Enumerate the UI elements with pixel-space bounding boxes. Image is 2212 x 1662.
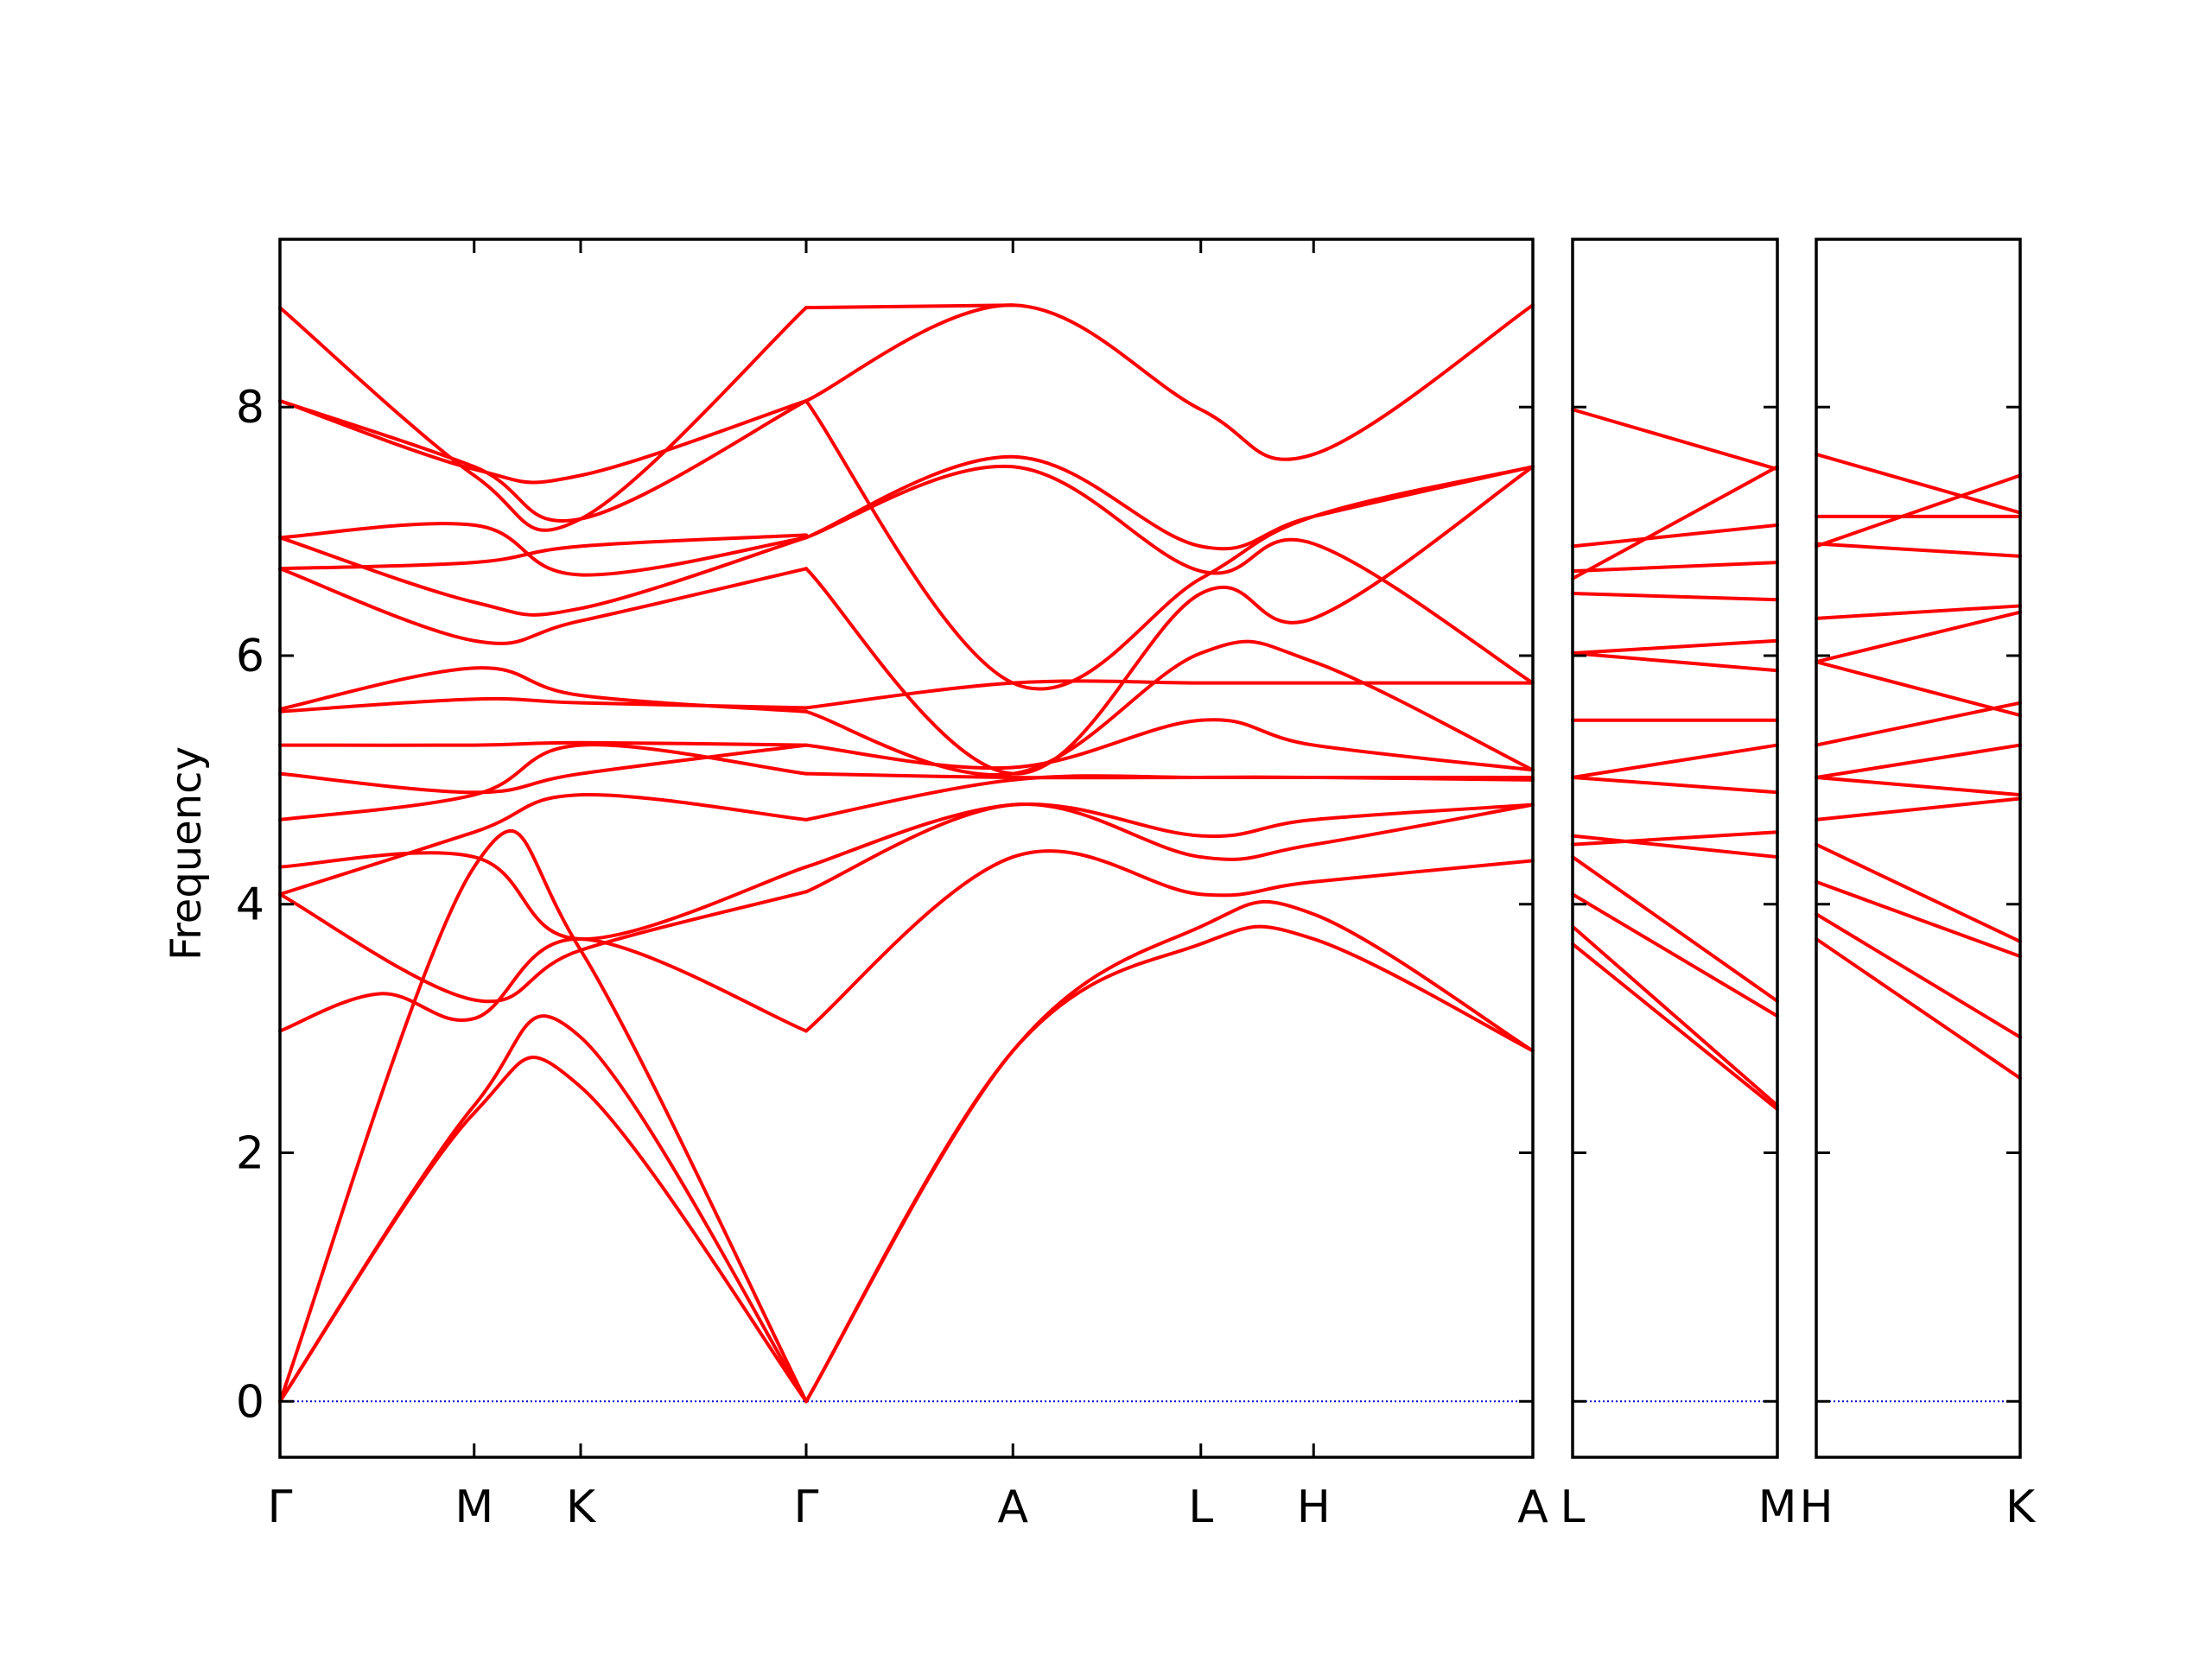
panel-frame <box>1815 238 2022 1459</box>
band-line-35 <box>804 303 1015 310</box>
band-line-10 <box>1571 651 1779 673</box>
band-line-5 <box>278 890 808 1004</box>
band-line-18 <box>278 399 808 485</box>
band-line-21 <box>804 899 1535 1404</box>
x-tick-label: L <box>1560 1481 1586 1533</box>
band-line-26 <box>804 771 1535 780</box>
x-tick-label: K <box>2005 1481 2037 1533</box>
band-line-29 <box>804 679 1535 710</box>
band-line-19 <box>278 306 808 532</box>
band-line-7 <box>1571 775 1779 795</box>
band-line-3 <box>1571 892 1779 1018</box>
y-tick-label: 8 <box>236 382 264 434</box>
band-line-4 <box>1815 842 2022 943</box>
band-line-13 <box>1571 561 1779 574</box>
band-line-8 <box>1571 743 1779 779</box>
x-tick-label: Γ <box>268 1481 293 1533</box>
band-line-23 <box>804 802 1535 894</box>
band-line-22 <box>804 849 1535 1033</box>
band-line-11 <box>1571 638 1779 656</box>
band-line-1 <box>278 1056 808 1404</box>
band-line-9 <box>1815 660 2022 718</box>
band-line-2 <box>278 1014 808 1404</box>
band-line-2 <box>1571 924 1779 1107</box>
panel-frame <box>1571 238 1779 1459</box>
band-line-24 <box>804 802 1535 869</box>
band-line-7 <box>278 792 808 897</box>
band-line-14 <box>1815 473 2022 549</box>
band-line-34 <box>804 303 1535 461</box>
band-line-15 <box>278 533 808 571</box>
x-tick-label: M <box>454 1481 493 1533</box>
x-tick-label: Γ <box>794 1481 819 1533</box>
band-line-12 <box>1571 592 1779 602</box>
band-line-16 <box>278 522 808 577</box>
y-axis-label: Frequency <box>162 746 211 961</box>
band-line-31 <box>804 464 1535 685</box>
band-line-4 <box>278 937 808 1033</box>
band-line-7 <box>1815 743 2022 779</box>
band-line-12 <box>278 666 808 714</box>
band-line-6 <box>1571 830 1779 847</box>
band-line-11 <box>1815 604 2022 620</box>
band-line-3 <box>278 829 808 1404</box>
x-tick-label: K <box>566 1481 597 1533</box>
band-line-20 <box>804 924 1535 1404</box>
y-tick-label: 0 <box>236 1376 264 1428</box>
x-tick-label: H <box>1799 1481 1833 1533</box>
band-line-3 <box>1815 879 2022 959</box>
band-line-6 <box>278 851 808 942</box>
band-line-28 <box>804 639 1535 777</box>
band-line-30 <box>804 465 1535 776</box>
band-line-5 <box>1571 834 1779 860</box>
band-line-32 <box>804 454 1535 551</box>
band-line-8 <box>1815 701 2022 747</box>
band-line-10 <box>1815 610 2022 664</box>
band-line-17 <box>278 399 808 523</box>
band-line-1 <box>1571 942 1779 1112</box>
band-line-12 <box>1815 542 2022 558</box>
band-line-14 <box>1571 523 1779 549</box>
band-line-4 <box>1571 855 1779 1003</box>
x-tick-label: L <box>1188 1481 1213 1533</box>
band-line-15 <box>1815 452 2022 515</box>
band-line-2 <box>1815 912 2022 1039</box>
band-line-9 <box>278 743 808 795</box>
x-tick-label: A <box>997 1481 1028 1533</box>
band-line-16 <box>1571 408 1779 472</box>
band-line-13 <box>278 567 808 645</box>
x-tick-label: M <box>1758 1481 1797 1533</box>
x-tick-label: H <box>1297 1481 1331 1533</box>
x-tick-label: A <box>1517 1481 1548 1533</box>
band-line-15 <box>1571 465 1779 580</box>
y-tick-label: 6 <box>236 631 264 682</box>
band-line-6 <box>1815 775 2022 797</box>
band-line-27 <box>804 718 1535 772</box>
band-line-1 <box>1815 937 2022 1081</box>
panel-frame <box>278 238 1535 1459</box>
band-line-33 <box>804 399 1535 691</box>
band-line-5 <box>1815 796 2022 821</box>
y-tick-label: 2 <box>236 1128 264 1180</box>
y-tick-label: 4 <box>236 879 264 931</box>
band-line-10 <box>278 740 808 747</box>
